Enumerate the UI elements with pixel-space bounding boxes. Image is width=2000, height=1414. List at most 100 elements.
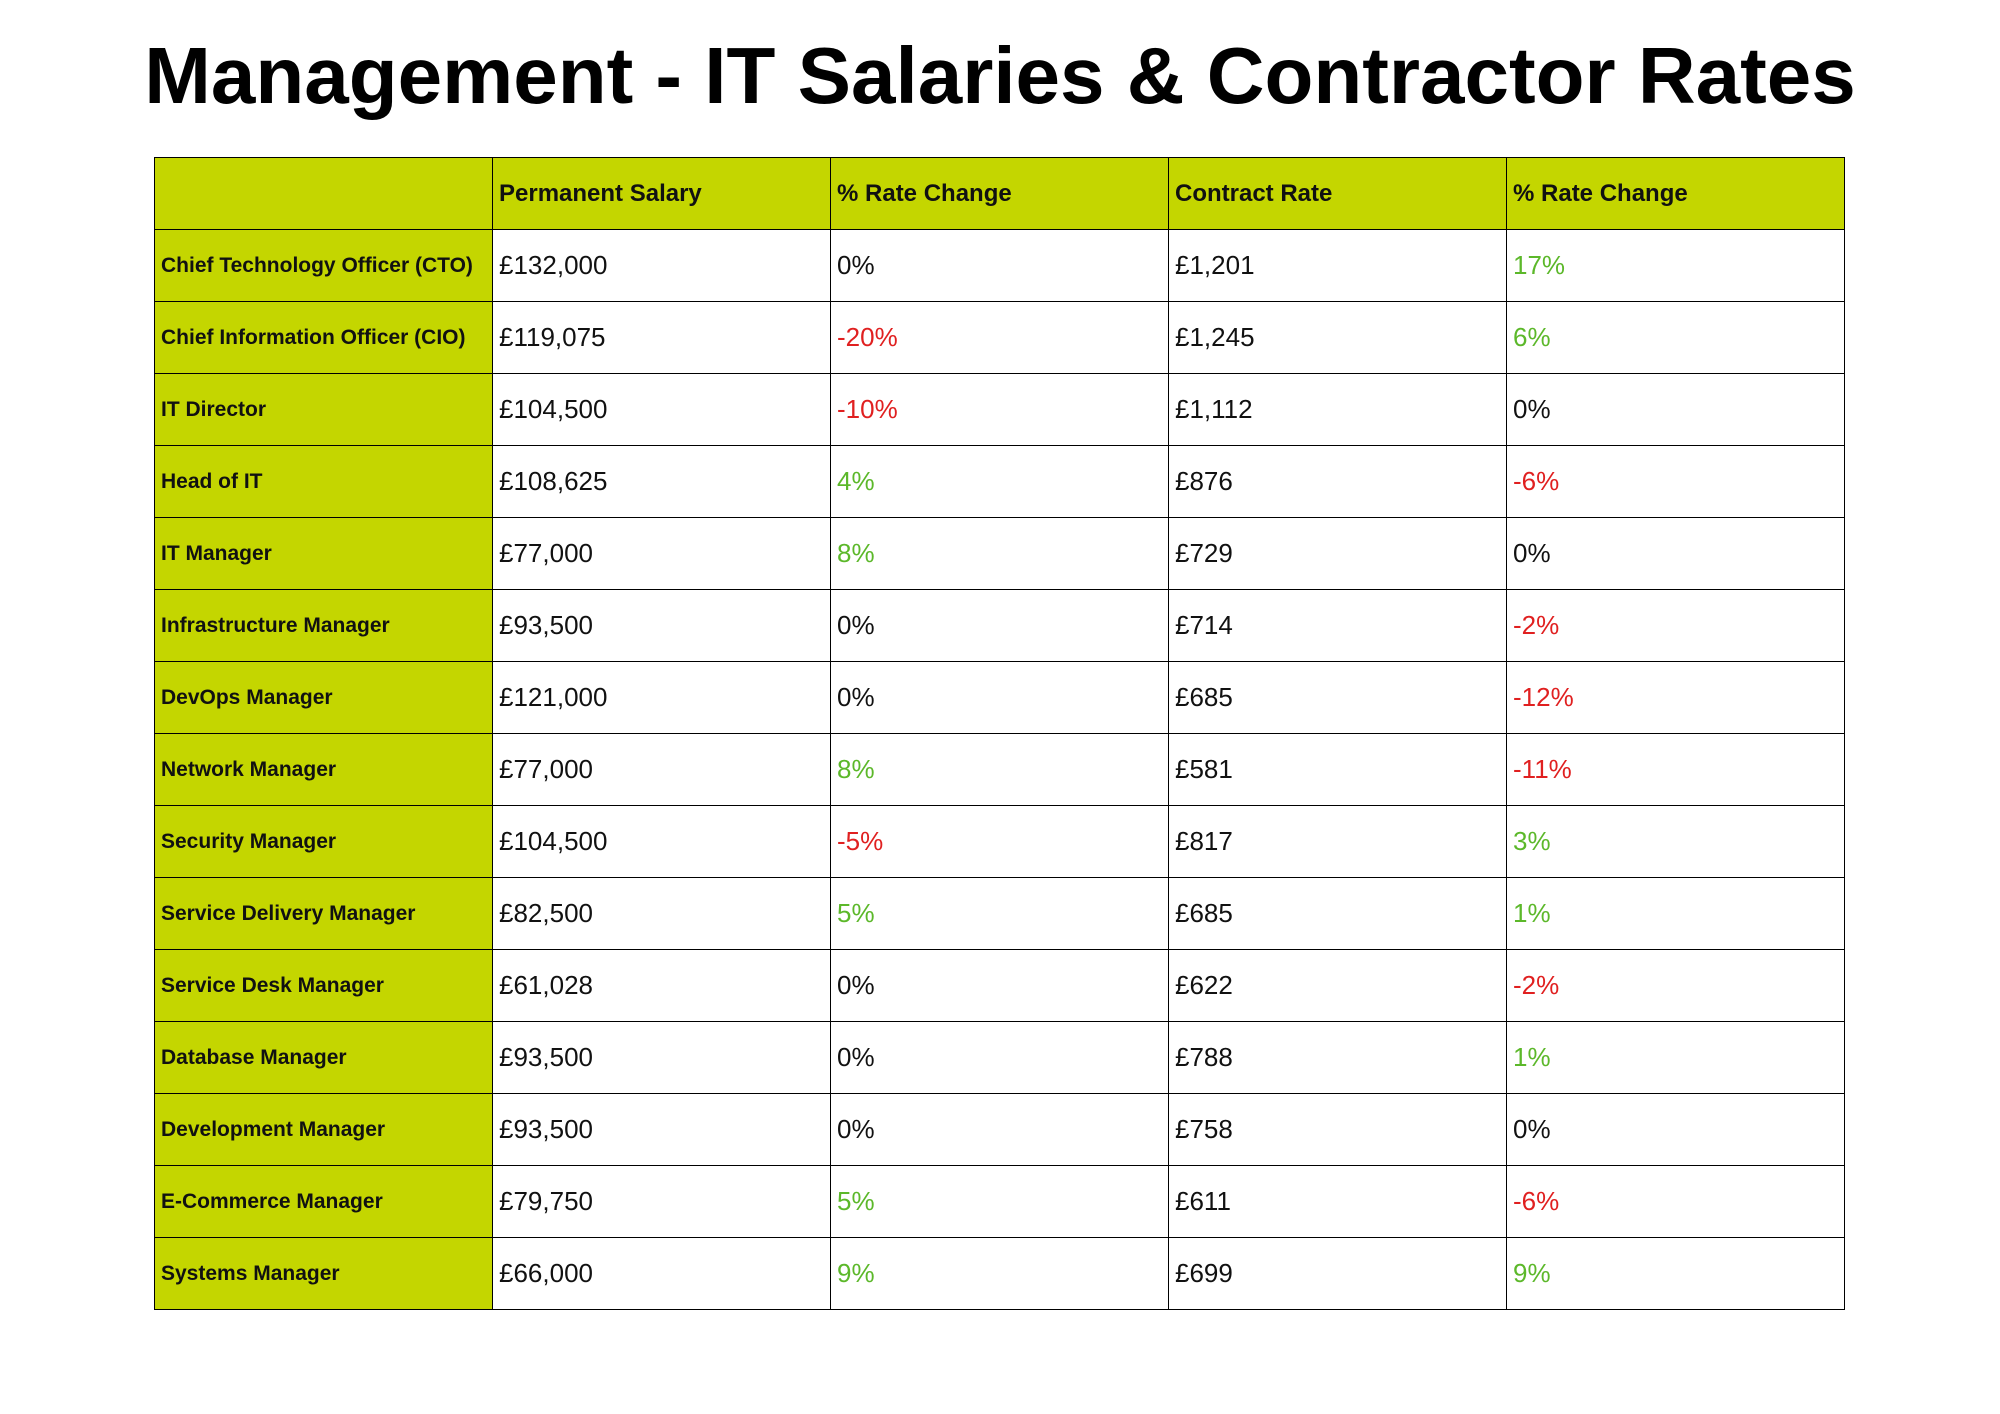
amount-cell: £119,075 — [492, 301, 831, 374]
amount-cell: £93,500 — [492, 1093, 831, 1166]
amount-cell: £61,028 — [492, 949, 831, 1022]
role-cell: Chief Information Officer (CIO) — [154, 301, 493, 374]
table-row: Network Manager £77,000 8% £581 -11% — [154, 733, 1845, 806]
table-row: Service Desk Manager £61,028 0% £622 -2% — [154, 949, 1845, 1022]
amount-cell: £66,000 — [492, 1237, 831, 1310]
change-cell: 9% — [830, 1237, 1169, 1310]
amount-cell: £77,000 — [492, 517, 831, 590]
change-cell: -20% — [830, 301, 1169, 374]
role-cell: Head of IT — [154, 445, 493, 518]
table-row: Infrastructure Manager £93,500 0% £714 -2% — [154, 589, 1845, 662]
change-cell: 8% — [830, 517, 1169, 590]
change-cell: 5% — [830, 877, 1169, 950]
amount-cell: £121,000 — [492, 661, 831, 734]
amount-cell: £1,201 — [1168, 229, 1507, 302]
change-cell: 17% — [1506, 229, 1845, 302]
amount-cell: £79,750 — [492, 1165, 831, 1238]
change-cell: 9% — [1506, 1237, 1845, 1310]
table-row: E-Commerce Manager £79,750 5% £611 -6% — [154, 1165, 1845, 1238]
table-body: Permanent Salary % Rate Change Contract … — [154, 157, 1845, 1310]
amount-cell: £104,500 — [492, 805, 831, 878]
role-cell: Infrastructure Manager — [154, 589, 493, 662]
amount-cell: £1,112 — [1168, 373, 1507, 446]
amount-cell: £685 — [1168, 877, 1507, 950]
header-cell: Permanent Salary — [492, 157, 831, 230]
amount-cell: £729 — [1168, 517, 1507, 590]
amount-cell: £108,625 — [492, 445, 831, 518]
amount-cell: £1,245 — [1168, 301, 1507, 374]
header-cell: % Rate Change — [1506, 157, 1845, 230]
amount-cell: £104,500 — [492, 373, 831, 446]
change-cell: 0% — [830, 661, 1169, 734]
change-cell: -12% — [1506, 661, 1845, 734]
title: Management - IT Salaries & Contractor Ra… — [144, 31, 1856, 120]
header-row: Permanent Salary % Rate Change Contract … — [154, 157, 1845, 230]
role-cell: Chief Technology Officer (CTO) — [154, 229, 493, 302]
role-cell: IT Director — [154, 373, 493, 446]
change-cell: -5% — [830, 805, 1169, 878]
role-cell: Security Manager — [154, 805, 493, 878]
role-cell: Systems Manager — [154, 1237, 493, 1310]
change-cell: 1% — [1506, 877, 1845, 950]
change-cell: -6% — [1506, 445, 1845, 518]
amount-cell: £77,000 — [492, 733, 831, 806]
change-cell: -2% — [1506, 949, 1845, 1022]
amount-cell: £82,500 — [492, 877, 831, 950]
table-row: IT Director £104,500 -10% £1,112 0% — [154, 373, 1845, 446]
change-cell: 0% — [830, 589, 1169, 662]
header-cell — [154, 157, 493, 230]
change-cell: 0% — [1506, 373, 1845, 446]
amount-cell: £581 — [1168, 733, 1507, 806]
amount-cell: £685 — [1168, 661, 1507, 734]
change-cell: 6% — [1506, 301, 1845, 374]
role-cell: Database Manager — [154, 1021, 493, 1094]
change-cell: -6% — [1506, 1165, 1845, 1238]
role-cell: DevOps Manager — [154, 661, 493, 734]
role-cell: Development Manager — [154, 1093, 493, 1166]
change-cell: 5% — [830, 1165, 1169, 1238]
amount-cell: £714 — [1168, 589, 1507, 662]
role-cell: E-Commerce Manager — [154, 1165, 493, 1238]
table-row: Head of IT £108,625 4% £876 -6% — [154, 445, 1845, 518]
change-cell: -11% — [1506, 733, 1845, 806]
change-cell: 0% — [830, 1021, 1169, 1094]
change-cell: 1% — [1506, 1021, 1845, 1094]
change-cell: 0% — [830, 229, 1169, 302]
amount-cell: £132,000 — [492, 229, 831, 302]
table-row: DevOps Manager £121,000 0% £685 -12% — [154, 661, 1845, 734]
role-cell: Service Delivery Manager — [154, 877, 493, 950]
role-cell: Network Manager — [154, 733, 493, 806]
change-cell: 0% — [1506, 1093, 1845, 1166]
table-row: Service Delivery Manager £82,500 5% £685 1% — [154, 877, 1845, 950]
table-row: Systems Manager £66,000 9% £699 9% — [154, 1237, 1845, 1310]
change-cell: 4% — [830, 445, 1169, 518]
change-cell: 0% — [830, 1093, 1169, 1166]
table-row: Chief Technology Officer (CTO) £132,000 0%… — [154, 229, 1845, 302]
amount-cell: £622 — [1168, 949, 1507, 1022]
table-row: Development Manager £93,500 0% £758 0% — [154, 1093, 1845, 1166]
amount-cell: £788 — [1168, 1021, 1507, 1094]
role-cell: Service Desk Manager — [154, 949, 493, 1022]
change-cell: 0% — [830, 949, 1169, 1022]
amount-cell: £93,500 — [492, 1021, 831, 1094]
amount-cell: £817 — [1168, 805, 1507, 878]
change-cell: 8% — [830, 733, 1169, 806]
salary-table: Permanent Salary % Rate Change Contract … — [154, 157, 1845, 1310]
change-cell: -10% — [830, 373, 1169, 446]
table-row: Database Manager £93,500 0% £788 1% — [154, 1021, 1845, 1094]
table-row: Chief Information Officer (CIO) £119,075-… — [154, 301, 1845, 374]
table-row: Security Manager £104,500 -5% £817 3% — [154, 805, 1845, 878]
change-cell: 0% — [1506, 517, 1845, 590]
change-cell: 3% — [1506, 805, 1845, 878]
amount-cell: £699 — [1168, 1237, 1507, 1310]
amount-cell: £876 — [1168, 445, 1507, 518]
table-row: IT Manager £77,000 8% £729 0% — [154, 517, 1845, 590]
header-cell: % Rate Change — [830, 157, 1169, 230]
header-cell: Contract Rate — [1168, 157, 1507, 230]
amount-cell: £758 — [1168, 1093, 1507, 1166]
change-cell: -2% — [1506, 589, 1845, 662]
amount-cell: £93,500 — [492, 589, 831, 662]
role-cell: IT Manager — [154, 517, 493, 590]
amount-cell: £611 — [1168, 1165, 1507, 1238]
